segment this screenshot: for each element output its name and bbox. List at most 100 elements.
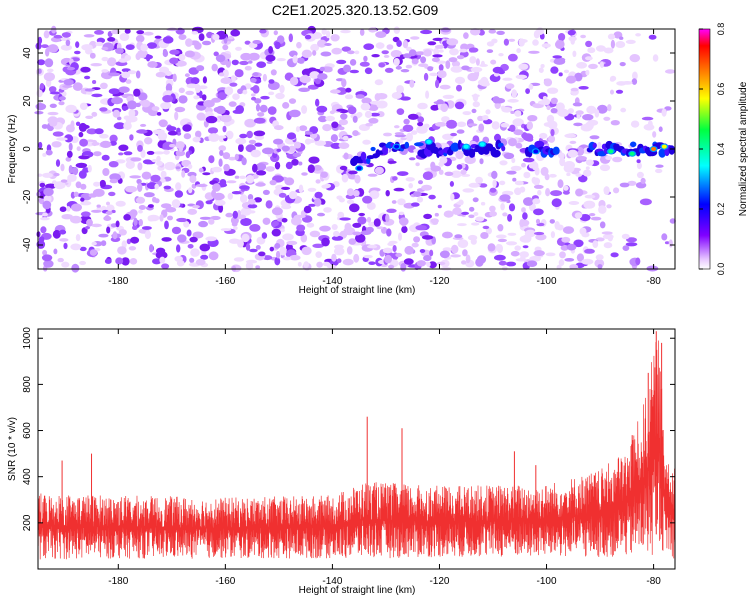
- spectrogram-cell: [444, 171, 454, 176]
- spectrogram-cell: [363, 43, 375, 50]
- spectrogram-cell: [276, 58, 286, 62]
- spectrogram-cell: [224, 86, 234, 96]
- spectrogram-cell: [159, 214, 164, 222]
- spectrogram-cell: [621, 81, 633, 85]
- spectrogram-cell: [123, 121, 132, 130]
- spectrogram-cell: [425, 90, 430, 99]
- spectrogram-cell: [615, 41, 626, 48]
- spectrogram-cell: [121, 257, 130, 266]
- spectrogram-cell: [489, 211, 497, 217]
- spectrogram-cell: [258, 251, 266, 257]
- spectrogram-cell: [80, 197, 85, 202]
- spectrogram-cell: [165, 83, 173, 93]
- spectrogram-cell: [75, 181, 82, 189]
- spectrogram-cell: [225, 130, 234, 140]
- spectrogram-cell: [438, 49, 444, 53]
- spectrogram-cell: [435, 122, 447, 127]
- spectrogram-cell: [66, 206, 71, 212]
- spectrogram-cell: [521, 207, 526, 213]
- spectrogram-cell: [80, 211, 91, 217]
- spectrogram-cell: [63, 242, 68, 250]
- spectrogram-cell: [532, 103, 544, 109]
- spectrogram-cell: [499, 160, 508, 166]
- spectrogram-cell: [85, 226, 90, 230]
- spectrogram-cell: [109, 178, 119, 184]
- spectrogram-cell: [635, 33, 641, 37]
- spectrogram-cell: [277, 35, 285, 44]
- spectrogram-cell: [124, 28, 131, 34]
- spectrogram-cell: [499, 194, 511, 202]
- spectrogram-cell: [317, 73, 328, 80]
- spectrogram-cell: [545, 252, 556, 257]
- spectrogram-cell: [348, 238, 357, 245]
- spectrogram-cell: [248, 139, 256, 144]
- spectrogram-cell: [636, 162, 642, 170]
- spectrogram-cell: [319, 225, 331, 232]
- spectrogram-cell: [125, 79, 132, 84]
- spectrogram-cell: [360, 230, 372, 235]
- spectrogram-cell: [508, 138, 517, 147]
- spectrogram-cell: [416, 196, 424, 203]
- spectrogram-cell: [53, 34, 62, 39]
- spectrogram-cell: [358, 212, 366, 217]
- spectrogram-cell: [254, 197, 262, 203]
- spectrogram-cell: [602, 234, 614, 240]
- spectrogram-cell: [192, 136, 201, 143]
- spectrogram-cell: [91, 142, 101, 146]
- spectrogram-cell: [220, 228, 232, 232]
- spectrogram-cell: [296, 41, 302, 49]
- spectrogram-cell: [128, 109, 136, 118]
- spectrogram-cell: [122, 105, 129, 111]
- spectrogram-cell: [198, 85, 208, 90]
- spectrogram-cell: [322, 261, 331, 267]
- spectrogram-cell: [99, 133, 109, 139]
- spectrogram-cell: [338, 119, 348, 126]
- spectrogram-cell: [456, 129, 465, 134]
- spectrogram-cell: [549, 219, 555, 224]
- spectrogram-cell: [339, 217, 351, 221]
- spectrogram-cell: [498, 53, 504, 57]
- spectrogram-cell: [140, 123, 147, 127]
- spectrogram-cell: [556, 264, 562, 270]
- signal-cell: [404, 141, 410, 149]
- spectrogram-cell: [165, 165, 175, 170]
- spectrogram-cell: [349, 203, 360, 213]
- spectrogram-cell: [406, 132, 413, 142]
- spectrogram-cell: [370, 104, 379, 111]
- spectrogram-cell: [400, 263, 407, 272]
- spectrogram-cell: [546, 105, 551, 111]
- spectrogram-cell: [408, 157, 416, 161]
- spectrogram-cell: [274, 125, 284, 131]
- spectrogram-cell: [496, 30, 505, 35]
- spectrogram-cell: [345, 194, 356, 200]
- spectrogram-cell: [72, 82, 83, 91]
- spectrogram-cell: [573, 122, 583, 127]
- spectrogram-cell: [148, 109, 159, 117]
- spectrogram-cell: [201, 94, 207, 101]
- spectrogram-cell: [352, 130, 359, 137]
- spectrogram-cell: [386, 208, 397, 213]
- spectrogram-cell: [136, 129, 148, 134]
- spectrogram-cell: [129, 258, 138, 265]
- spectrogram-cell: [461, 211, 469, 215]
- spectrogram-cell: [37, 173, 43, 177]
- spectrogram-cell: [337, 211, 345, 219]
- spectrogram-cell: [188, 164, 193, 170]
- spectrogram-cell: [564, 133, 577, 138]
- spectrogram-x-axis: -180 -160 -140 -120 -100 -80: [108, 29, 661, 287]
- spectrogram-cell: [550, 129, 555, 137]
- spectrogram-cell: [247, 198, 256, 205]
- spectrogram-cell: [41, 254, 53, 262]
- spectrogram-cell: [392, 176, 398, 181]
- spectrogram-cell: [564, 258, 575, 262]
- spectrogram-cell: [196, 65, 205, 72]
- spectrogram-cell: [275, 92, 285, 100]
- spectrogram-cell: [234, 175, 240, 179]
- spectrogram-cell: [158, 119, 168, 128]
- spectrogram-cell: [218, 145, 227, 152]
- spectrogram-cell: [38, 141, 43, 149]
- spectrogram-cell: [515, 142, 523, 149]
- spectrogram-cell: [333, 230, 340, 237]
- spectrogram-cell: [53, 248, 58, 255]
- spectrogram-cell: [296, 224, 306, 232]
